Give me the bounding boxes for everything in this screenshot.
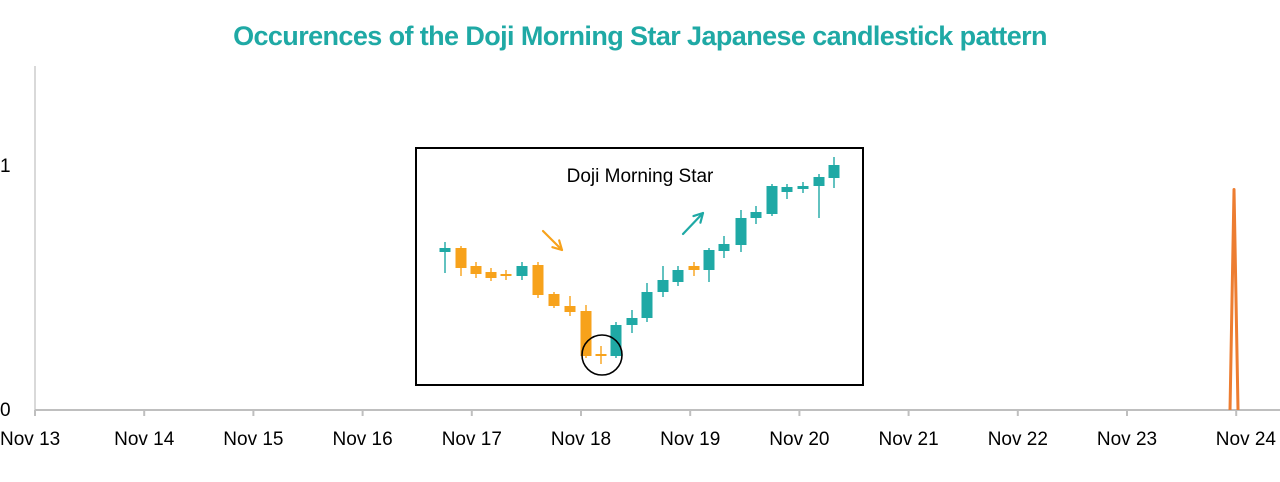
x-tick-label: Nov 18 — [551, 429, 611, 450]
bullish-candle — [641, 283, 653, 322]
y-tick-label-0: 0 — [0, 400, 11, 421]
bearish-candle — [564, 296, 576, 316]
bullish-candle — [672, 266, 684, 286]
bullish-candle — [750, 206, 762, 224]
y-axis: 1 0 — [0, 66, 36, 421]
bearish-candle — [595, 346, 607, 364]
bullish-candle — [439, 242, 451, 273]
x-tick-label: Nov 24 — [1216, 429, 1277, 450]
bullish-candle — [766, 184, 778, 216]
x-tick-label: Nov 16 — [332, 429, 392, 450]
bullish-candle — [626, 310, 638, 333]
bullish-candle — [718, 236, 730, 258]
bullish-candle — [516, 262, 528, 280]
bearish-candle — [580, 305, 592, 358]
x-ticks — [34, 410, 1238, 416]
bullish-candle — [813, 174, 825, 218]
y-tick-label-1: 1 — [0, 156, 11, 177]
x-tick-label: Nov 23 — [1097, 429, 1157, 450]
bullish-candle — [797, 182, 809, 193]
x-tick-label: Nov 20 — [769, 429, 829, 450]
candles — [439, 157, 840, 364]
bearish-candle — [485, 268, 497, 281]
series-layer — [1228, 188, 1240, 411]
bearish-candle — [548, 292, 560, 308]
candlestick-inset: Doji Morning Star — [415, 147, 864, 386]
bearish-candle — [455, 246, 467, 276]
x-axis: Nov 13 Nov 14 Nov 15 Nov 16 Nov 17 Nov 18 Nov … — [0, 409, 1280, 450]
bullish-candle — [781, 184, 793, 199]
bearish-candle — [470, 262, 482, 278]
up-arrow-icon — [681, 211, 705, 236]
x-tick-label: Nov 22 — [988, 429, 1048, 450]
doji-highlight-circle — [581, 334, 623, 376]
x-tick-labels: Nov 13 Nov 14 Nov 15 Nov 16 Nov 17 Nov 18 Nov … — [0, 429, 1276, 450]
bullish-candle — [703, 248, 715, 282]
bearish-candle — [688, 262, 700, 276]
down-arrow-icon — [541, 229, 564, 252]
bullish-candle — [657, 266, 669, 297]
x-tick-label: Nov 19 — [660, 429, 720, 450]
bullish-candle — [735, 210, 747, 252]
bearish-candle — [500, 270, 512, 280]
x-tick-label: Nov 14 — [114, 429, 175, 450]
x-tick-label: Nov 15 — [223, 429, 283, 450]
x-tick-label: Nov 21 — [878, 429, 938, 450]
bullish-candle — [828, 157, 840, 188]
x-tick-label: Nov 17 — [442, 429, 502, 450]
occurrence-spike — [1228, 188, 1240, 411]
bearish-candle — [532, 262, 544, 298]
inset-label: Doji Morning Star — [567, 166, 714, 187]
chart-title: Occurences of the Doji Morning Star Japa… — [233, 21, 1047, 51]
x-tick-label: Nov 13 — [0, 429, 60, 450]
